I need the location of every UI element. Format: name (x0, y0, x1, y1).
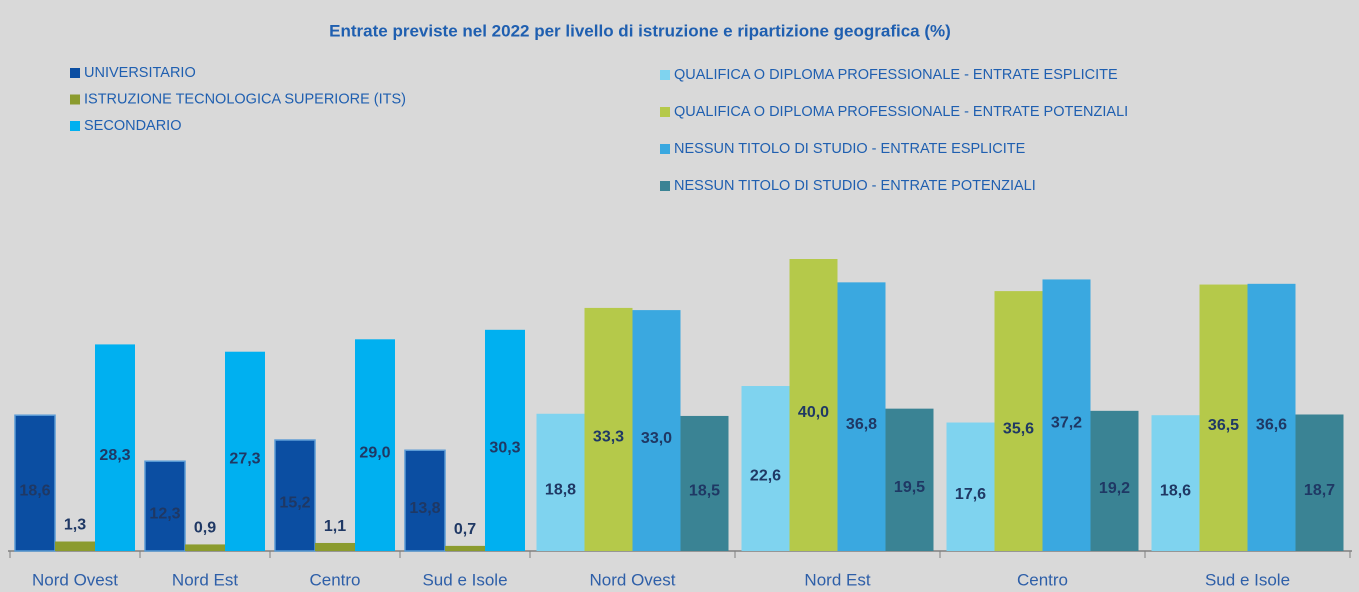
bar (584, 307, 633, 551)
x-tick-label: Sud e Isole (422, 570, 507, 589)
x-tick-label: Nord Ovest (32, 570, 118, 589)
data-label: 13,8 (409, 500, 440, 517)
data-label: 18,6 (1160, 482, 1191, 499)
bar (144, 460, 186, 552)
data-label: 0,9 (194, 520, 216, 537)
data-label: 33,0 (641, 430, 672, 447)
legend-swatch (70, 121, 80, 131)
data-label: 1,3 (64, 517, 86, 534)
bar (837, 282, 886, 551)
legend-label: SECONDARIO (84, 118, 182, 134)
bar (485, 329, 525, 551)
data-label: 35,6 (1003, 420, 1034, 437)
data-label: 37,2 (1051, 414, 1082, 431)
bar (355, 339, 395, 551)
data-label: 0,7 (454, 521, 476, 538)
bar (632, 310, 681, 551)
x-tick-label: Centro (1017, 570, 1068, 589)
data-label: 12,3 (149, 505, 180, 522)
bar (1042, 279, 1091, 551)
bar (185, 544, 225, 551)
data-label: 1,1 (324, 518, 346, 535)
bar (680, 415, 729, 551)
data-label: 22,6 (750, 468, 781, 485)
legend-label: QUALIFICA O DIPLOMA PROFESSIONALE - ENTR… (674, 104, 1128, 120)
legend-swatch (70, 68, 80, 78)
data-label: 18,5 (689, 483, 720, 500)
bar (14, 414, 56, 552)
bar (994, 291, 1043, 551)
data-label: 27,3 (229, 451, 260, 468)
legend-label: UNIVERSITARIO (84, 65, 196, 81)
data-label: 33,3 (593, 429, 624, 446)
x-tick-label: Sud e Isole (1205, 570, 1290, 589)
bar (404, 449, 446, 552)
legend-swatch (660, 107, 670, 117)
bar (55, 541, 95, 551)
x-tick-label: Nord Est (804, 570, 870, 589)
bar (1295, 414, 1344, 551)
data-label: 36,8 (846, 416, 877, 433)
data-label: 30,3 (489, 440, 520, 457)
data-label: 18,8 (545, 482, 576, 499)
bar (274, 439, 316, 552)
legend-swatch (70, 94, 80, 105)
legend-label: QUALIFICA O DIPLOMA PROFESSIONALE - ENTR… (674, 67, 1118, 83)
data-label: 36,6 (1256, 417, 1287, 434)
bar (445, 545, 485, 551)
legend-label: NESSUN TITOLO DI STUDIO - ENTRATE ESPLIC… (674, 141, 1026, 157)
bar (789, 259, 838, 551)
bar (315, 542, 355, 551)
x-tick-label: Nord Ovest (590, 570, 676, 589)
data-label: 17,6 (955, 486, 986, 503)
data-label: 19,5 (894, 479, 925, 496)
legend-swatch (660, 144, 670, 154)
bar (536, 413, 585, 551)
x-tick-label: Nord Est (172, 570, 238, 589)
bar (225, 351, 265, 551)
chart-title: Entrate previste nel 2022 per livello di… (329, 21, 951, 40)
data-label: 40,0 (798, 404, 829, 421)
data-label: 36,5 (1208, 417, 1239, 434)
data-label: 19,2 (1099, 480, 1130, 497)
data-label: 18,7 (1304, 482, 1335, 499)
bar (1199, 284, 1248, 551)
legend-label: ISTRUZIONE TECNOLOGICA SUPERIORE (ITS) (84, 91, 406, 107)
legend-label: NESSUN TITOLO DI STUDIO - ENTRATE POTENZ… (674, 178, 1036, 194)
bar (1247, 283, 1296, 551)
data-label: 18,6 (19, 482, 50, 499)
data-label: 28,3 (99, 447, 130, 464)
bar (95, 344, 135, 551)
bar (1151, 415, 1200, 551)
x-tick-label: Centro (309, 570, 360, 589)
bar (1090, 410, 1139, 551)
legend-swatch (660, 70, 670, 80)
data-label: 15,2 (279, 495, 310, 512)
bar (885, 408, 934, 551)
bar (946, 422, 995, 551)
bar (741, 386, 790, 551)
legend-swatch (660, 181, 670, 191)
data-label: 29,0 (359, 444, 390, 461)
